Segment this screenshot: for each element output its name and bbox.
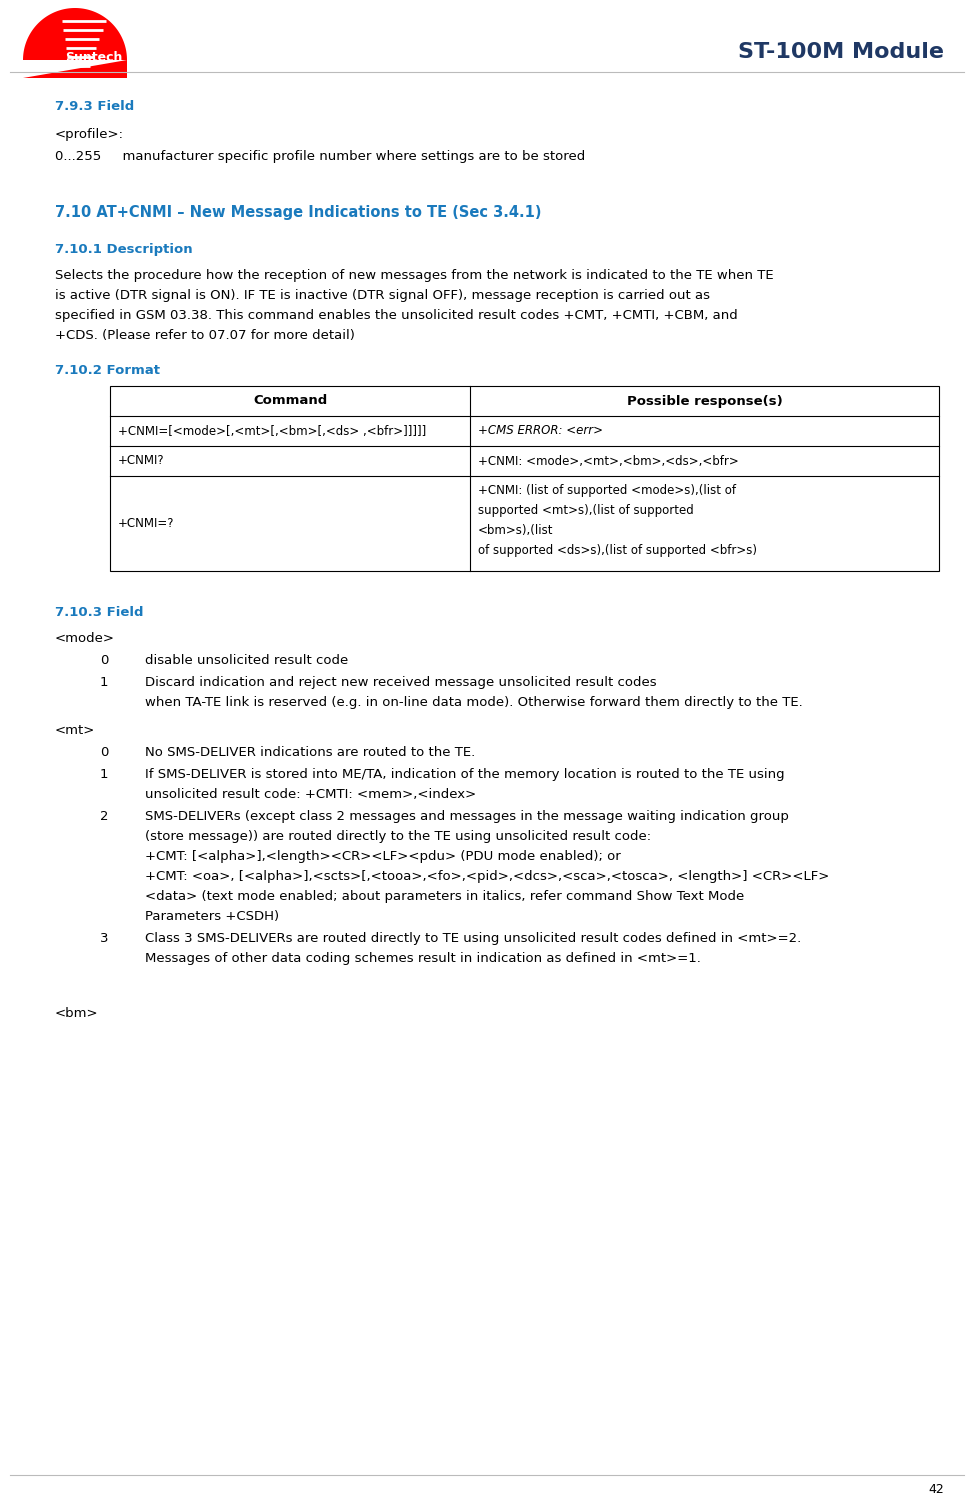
Text: Discard indication and reject new received message unsolicited result codes: Discard indication and reject new receiv…: [145, 676, 656, 689]
Text: (store message)) are routed directly to the TE using unsolicited result code:: (store message)) are routed directly to …: [145, 831, 652, 843]
Text: <bm>s),(list: <bm>s),(list: [478, 524, 553, 538]
Text: 0: 0: [100, 746, 108, 760]
Text: <data> (text mode enabled; about parameters in italics, refer command Show Text : <data> (text mode enabled; about paramet…: [145, 889, 744, 903]
Text: +CMS ERROR: <err>: +CMS ERROR: <err>: [478, 424, 603, 438]
Text: Selects the procedure how the reception of new messages from the network is indi: Selects the procedure how the reception …: [55, 269, 773, 282]
Text: <mt>: <mt>: [55, 723, 95, 737]
Text: ST-100M Module: ST-100M Module: [738, 42, 944, 62]
Text: 42: 42: [928, 1483, 944, 1496]
Text: Suntech: Suntech: [65, 51, 123, 63]
Text: Messages of other data coding schemes result in indication as defined in <mt>=1.: Messages of other data coding schemes re…: [145, 951, 701, 965]
Text: of supported <ds>s),(list of supported <bfr>s): of supported <ds>s),(list of supported <…: [478, 544, 757, 557]
Text: is active (DTR signal is ON). IF TE is inactive (DTR signal OFF), message recept: is active (DTR signal is ON). IF TE is i…: [55, 288, 710, 302]
Text: 7.9.3 Field: 7.9.3 Field: [55, 100, 134, 113]
Text: 7.10 AT+CNMI – New Message Indications to TE (Sec 3.4.1): 7.10 AT+CNMI – New Message Indications t…: [55, 205, 542, 220]
Text: +CMT: [<alpha>],<length><CR><LF><pdu> (PDU mode enabled); or: +CMT: [<alpha>],<length><CR><LF><pdu> (P…: [145, 850, 620, 864]
Text: 7.10.1 Description: 7.10.1 Description: [55, 243, 193, 257]
Text: 2: 2: [100, 809, 108, 823]
Text: +CNMI?: +CNMI?: [118, 455, 165, 468]
Text: when TA-TE link is reserved (e.g. in on-line data mode). Otherwise forward them : when TA-TE link is reserved (e.g. in on-…: [145, 696, 803, 710]
Text: 7.10.2 Format: 7.10.2 Format: [55, 364, 160, 378]
Text: 1: 1: [100, 676, 108, 689]
Text: 0: 0: [100, 654, 108, 667]
Text: SMS-DELIVERs (except class 2 messages and messages in the message waiting indica: SMS-DELIVERs (except class 2 messages an…: [145, 809, 789, 823]
Text: supported <mt>s),(list of supported: supported <mt>s),(list of supported: [478, 504, 693, 516]
Text: +CNMI: (list of supported <mode>s),(list of: +CNMI: (list of supported <mode>s),(list…: [478, 485, 736, 497]
Text: <mode>: <mode>: [55, 633, 115, 645]
Polygon shape: [23, 8, 127, 79]
Text: +CNMI: <mode>,<mt>,<bm>,<ds>,<bfr>: +CNMI: <mode>,<mt>,<bm>,<ds>,<bfr>: [478, 455, 738, 468]
Text: <bm>: <bm>: [55, 1007, 98, 1019]
Text: +CNMI=[<mode>[,<mt>[,<bm>[,<ds> ,<bfr>]]]]]: +CNMI=[<mode>[,<mt>[,<bm>[,<ds> ,<bfr>]]…: [118, 424, 427, 438]
Text: Class 3 SMS-DELIVERs are routed directly to TE using unsolicited result codes de: Class 3 SMS-DELIVERs are routed directly…: [145, 932, 802, 945]
Text: +CDS. (Please refer to 07.07 for more detail): +CDS. (Please refer to 07.07 for more de…: [55, 329, 355, 341]
Text: unsolicited result code: +CMTI: <mem>,<index>: unsolicited result code: +CMTI: <mem>,<i…: [145, 788, 476, 800]
Text: 1: 1: [100, 769, 108, 781]
Text: disable unsolicited result code: disable unsolicited result code: [145, 654, 349, 667]
Text: No SMS-DELIVER indications are routed to the TE.: No SMS-DELIVER indications are routed to…: [145, 746, 475, 760]
Text: Parameters +CSDH): Parameters +CSDH): [145, 911, 280, 923]
Text: +CNMI=?: +CNMI=?: [118, 516, 174, 530]
Text: 7.10.3 Field: 7.10.3 Field: [55, 606, 143, 619]
Text: +CMT: <oa>, [<alpha>],<scts>[,<tooa>,<fo>,<pid>,<dcs>,<sca>,<tosca>, <length>] <: +CMT: <oa>, [<alpha>],<scts>[,<tooa>,<fo…: [145, 870, 830, 883]
Text: Command: Command: [253, 394, 327, 408]
Text: Possible response(s): Possible response(s): [626, 394, 782, 408]
Bar: [110, 387, 939, 571]
Text: If SMS-DELIVER is stored into ME/TA, indication of the memory location is routed: If SMS-DELIVER is stored into ME/TA, ind…: [145, 769, 785, 781]
Text: specified in GSM 03.38. This command enables the unsolicited result codes +CMT, : specified in GSM 03.38. This command ena…: [55, 310, 737, 322]
Text: 0...255     manufacturer specific profile number where settings are to be stored: 0...255 manufacturer specific profile nu…: [55, 149, 585, 163]
Text: 3: 3: [100, 932, 108, 945]
Text: <profile>:: <profile>:: [55, 128, 124, 140]
